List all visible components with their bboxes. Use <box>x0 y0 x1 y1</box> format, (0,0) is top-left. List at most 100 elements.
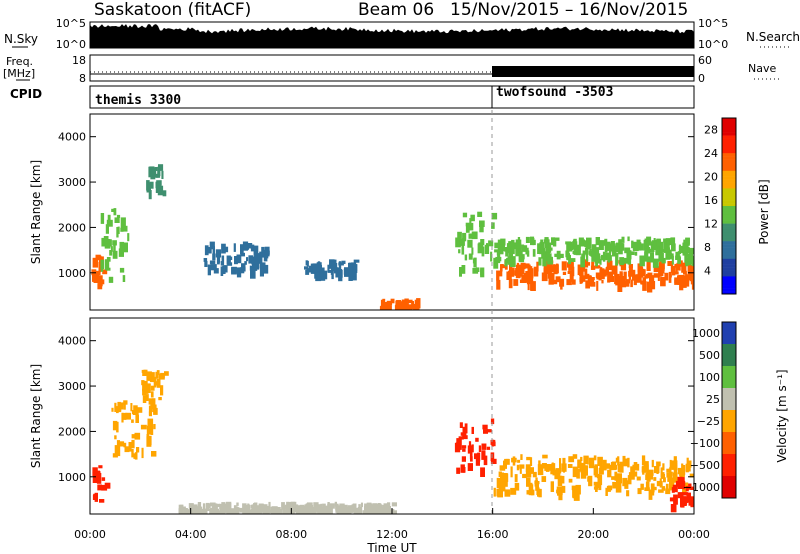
scatter-cell <box>547 256 553 265</box>
scatter-cell <box>623 458 630 467</box>
scatter-cell <box>471 247 474 255</box>
scatter-cell <box>622 258 628 263</box>
scatter-cell <box>677 257 681 264</box>
scatter-cell <box>496 279 501 290</box>
scatter-cell <box>217 256 221 263</box>
scatter-cell <box>462 232 467 242</box>
nsearch-label: N.Search <box>746 30 800 44</box>
scatter-cell <box>351 505 356 510</box>
scatter-cell <box>532 239 536 246</box>
scatter-cell <box>653 486 657 491</box>
scatter-cell <box>383 302 388 308</box>
scatter-cell <box>158 185 162 189</box>
scatter-cell <box>501 473 508 482</box>
scatter-cell <box>526 250 530 257</box>
scatter-cell <box>688 253 693 265</box>
colorbar-segment <box>722 197 736 201</box>
scatter-cell <box>114 402 117 412</box>
scatter-cell <box>599 258 602 265</box>
scatter-cell <box>327 264 330 273</box>
scatter-cell <box>636 476 641 481</box>
nave-tick-top: 60 <box>698 54 712 67</box>
scatter-cell <box>617 281 623 292</box>
scatter-cell <box>514 270 521 276</box>
scatter-cell <box>222 265 226 274</box>
colorbar-segment <box>722 288 736 292</box>
scatter-cell <box>595 237 600 246</box>
scatter-cell <box>615 253 619 264</box>
scatter-cell <box>459 238 465 246</box>
scatter-cell <box>525 271 530 278</box>
scatter-cell <box>236 502 239 506</box>
scatter-cell <box>530 467 534 474</box>
scatter-cell <box>114 217 120 223</box>
scatter-cell <box>136 447 140 453</box>
scatter-cell <box>599 458 602 469</box>
scatter-cell <box>306 268 312 273</box>
scatter-cell <box>504 489 511 497</box>
scatter-cell <box>154 173 159 178</box>
scatter-cell <box>683 239 686 245</box>
scatter-cell <box>587 244 591 250</box>
scatter-cell <box>556 250 561 260</box>
colorbar-segment <box>722 182 736 186</box>
scatter-cell <box>674 279 678 284</box>
scatter-cell <box>209 260 216 265</box>
scatter-cell <box>511 457 517 463</box>
scatter-cell <box>487 429 492 433</box>
scatter-cell <box>94 492 98 502</box>
scatter-cell <box>515 274 521 279</box>
scatter-cell <box>257 506 260 514</box>
scatter-cell <box>567 464 573 468</box>
scatter-cell <box>327 508 333 514</box>
scatter-cell <box>669 238 675 242</box>
scatter-cell <box>255 253 261 264</box>
scatter-cell <box>601 279 604 284</box>
colorbar-segment <box>722 203 736 207</box>
scatter-cell <box>394 305 399 310</box>
scatter-cell <box>604 241 611 251</box>
scatter-cell <box>490 458 497 464</box>
scatter-cell <box>628 270 635 277</box>
scatter-cell <box>116 214 121 218</box>
scatter-cell <box>123 442 127 448</box>
scatter-cell <box>662 463 665 471</box>
scatter-cell <box>263 255 268 262</box>
scatter-cell <box>599 269 603 274</box>
scatter-cell <box>159 373 165 380</box>
scatter-cell <box>148 190 152 200</box>
scatter-cell <box>110 246 113 252</box>
colorbar-segment <box>722 167 736 172</box>
scatter-cell <box>124 446 130 453</box>
scatter-cell <box>407 304 413 310</box>
cpid-label: CPID <box>10 87 42 101</box>
scatter-cell <box>490 251 493 262</box>
scatter-cell <box>658 270 662 275</box>
colorbar-segment <box>722 244 736 248</box>
scatter-cell <box>514 482 520 491</box>
scatter-cell <box>568 478 573 483</box>
scatter-cell <box>520 454 523 460</box>
colorbar-segment <box>722 235 736 239</box>
scatter-cell <box>286 501 290 513</box>
scatter-cell <box>685 463 691 472</box>
scatter-cell <box>265 250 270 255</box>
scatter-cell <box>500 481 506 492</box>
scatter-cell <box>131 434 136 439</box>
scatter-cell <box>457 231 462 239</box>
scatter-cell <box>578 237 584 247</box>
scatter-cell <box>615 474 622 481</box>
scatter-cell <box>322 503 326 509</box>
scatter-cell <box>486 446 491 450</box>
colorbar-segment <box>722 217 736 221</box>
scatter-cell <box>595 255 598 267</box>
scatter-cell <box>674 263 679 268</box>
freq-tick-top: 18 <box>72 54 86 67</box>
scatter-cell <box>415 301 418 310</box>
scatter-cell <box>204 245 209 256</box>
scatter-cell <box>662 265 665 274</box>
scatter-cell <box>677 251 680 261</box>
scatter-cell <box>652 258 659 268</box>
scatter-cell <box>543 239 550 244</box>
scatter-cell <box>116 421 119 433</box>
